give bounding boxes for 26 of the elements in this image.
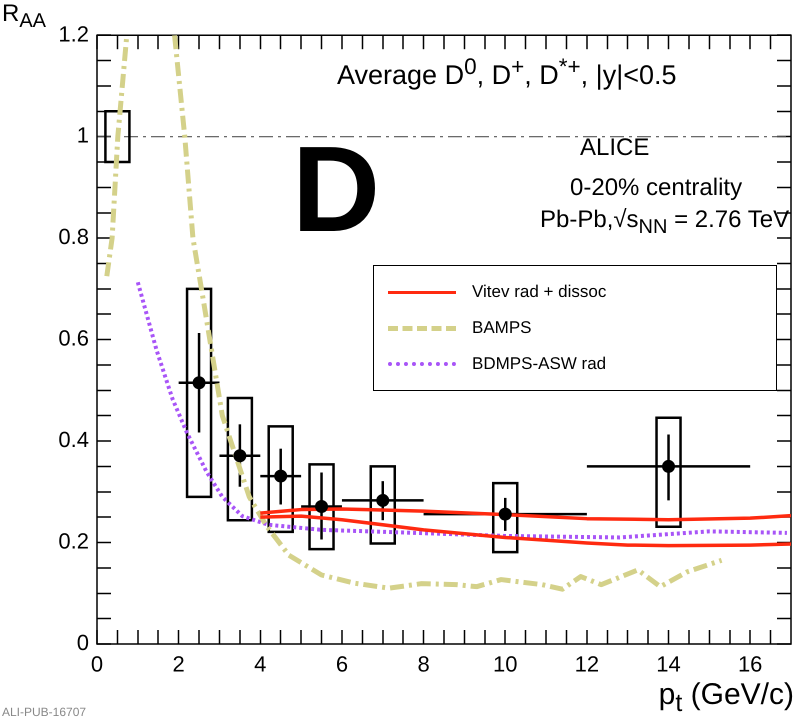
- x-tick-label: 10: [492, 651, 518, 676]
- annotation: ALICE: [580, 134, 650, 161]
- y-tick-label: 0.6: [58, 326, 89, 351]
- legend-label: BDMPS-ASW rad: [472, 354, 606, 374]
- annotation: Pb-Pb,√s$_{NN}$ = 2.76 TeV: [540, 206, 790, 238]
- annotation: D: [292, 121, 380, 257]
- text: Average D$^{0}$, D$^{+}$, D$^{*+}$, |y|<0.5: [337, 54, 677, 90]
- legend-label: BAMPS: [472, 318, 532, 338]
- x-tick-label: 14: [656, 651, 681, 676]
- x-tick-label: 16: [738, 651, 762, 676]
- x-tick-label: 2: [172, 651, 185, 676]
- y-tick-label: 1: [76, 122, 89, 148]
- y-tick-label: 1.2: [58, 21, 89, 46]
- text: ALI-PUB-16707: [2, 705, 86, 719]
- y-tick-label: 0.2: [58, 528, 89, 554]
- x-tick-label: 4: [254, 651, 266, 676]
- y-tick-label: 0: [76, 630, 89, 656]
- y-tick-label: 0.8: [58, 224, 89, 250]
- x-axis-title: p$_{t}$ (GeV/c): [658, 678, 794, 717]
- x-tick-label: 8: [417, 651, 430, 676]
- x-tick-label: 6: [336, 651, 348, 676]
- x-tick-label: 12: [574, 651, 600, 676]
- legend-label: Vitev rad + dissoc: [472, 282, 606, 302]
- annotation: 0-20% centrality: [570, 174, 742, 201]
- y-axis-title: R$_{AA}$: [2, 0, 46, 32]
- y-tick-label: 0.4: [58, 427, 89, 452]
